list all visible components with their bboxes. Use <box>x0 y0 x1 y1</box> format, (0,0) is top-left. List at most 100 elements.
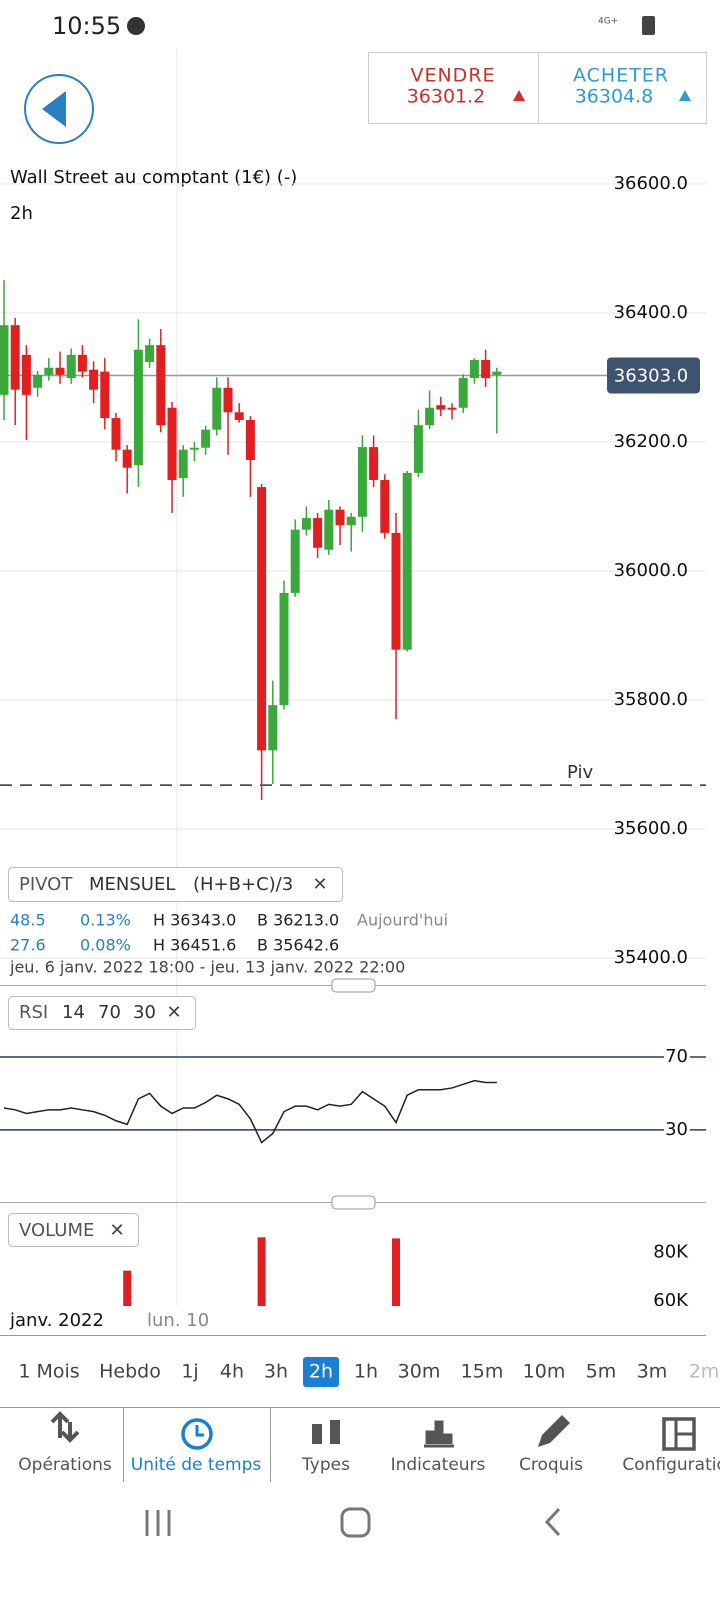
candle-body <box>357 447 367 517</box>
candle-body <box>201 429 211 448</box>
volume-tick-label: 60K <box>653 1290 689 1311</box>
sys-home[interactable] <box>340 1507 371 1538</box>
y-tick-label: 35600.0 <box>614 818 688 839</box>
timeframe-tab[interactable]: Hebdo <box>99 1361 161 1383</box>
candle-body <box>402 472 412 650</box>
battery <box>642 16 655 35</box>
y-tick-label: 36200.0 <box>614 431 688 452</box>
candle-body <box>447 407 457 410</box>
sell-label: VENDRE <box>410 65 495 87</box>
icon-sketch <box>538 1415 570 1447</box>
pivot-value: B 36213.0 <box>257 911 339 930</box>
icon-types <box>312 1424 322 1444</box>
timeframe-bar: 1 Mois Hebdo 1j 4h 3h 2h 1h 30m 15m 10m 5m 3m 2m <box>18 1357 719 1387</box>
nav-item[interactable]: Indicateurs <box>391 1455 486 1475</box>
rsi-param: 30 <box>133 1002 156 1023</box>
pivot-name: PIVOT <box>19 874 73 895</box>
candle-body <box>44 367 54 375</box>
icon-time-hands <box>195 1425 204 1437</box>
bottom-nav: Opérations Unité de temps Types Indicateurs… <box>18 1455 720 1475</box>
drag-handle[interactable] <box>331 1195 376 1210</box>
timeframe-selected[interactable] <box>303 1357 339 1387</box>
buy-button[interactable]: ACHETER 36304.8 <box>538 52 707 124</box>
icon-config <box>674 1419 694 1449</box>
nav-item[interactable]: Croquis <box>519 1455 583 1475</box>
candle-body <box>391 532 401 650</box>
buy-price: 36304.8 <box>575 86 654 108</box>
candle-body <box>77 354 87 372</box>
candle-body <box>234 412 244 420</box>
nav-item[interactable]: Opérations <box>18 1455 112 1475</box>
candle-body <box>167 407 177 480</box>
icon-indicators <box>424 1420 454 1448</box>
volume-panel: 80K 60K <box>123 1237 689 1311</box>
pivot-value: H 36451.6 <box>153 936 236 955</box>
close-icon[interactable]: ✕ <box>109 1220 124 1241</box>
timeframe-tab[interactable]: 1 Mois <box>18 1361 79 1383</box>
timeframe-tab[interactable]: 15m <box>461 1361 504 1383</box>
pivot-range: jeu. 6 janv. 2022 18:00 - jeu. 13 janv. … <box>9 958 405 977</box>
current-price-tag <box>607 357 700 394</box>
candle-body <box>369 447 379 480</box>
volume-bar <box>123 1270 132 1306</box>
candle-body <box>0 325 9 395</box>
status-time: 10:55 <box>52 12 121 40</box>
pivot-value: 27.6 <box>10 936 46 955</box>
x-label: janv. 2022 <box>9 1310 104 1331</box>
timeframe-tab[interactable]: 5m <box>586 1361 617 1383</box>
y-tick-label: 36000.0 <box>614 560 688 581</box>
candle-body <box>21 354 31 395</box>
timeframe-tab[interactable]: 30m <box>398 1361 441 1383</box>
nav-item[interactable]: Unité de temps <box>131 1455 262 1475</box>
sell-button[interactable]: VENDRE 36301.2 <box>368 52 539 124</box>
nav-item[interactable]: Configuration <box>622 1455 720 1475</box>
pivot-legend-box[interactable] <box>8 867 343 902</box>
volume-bar <box>392 1238 400 1306</box>
buy-box[interactable] <box>538 52 707 124</box>
candle-body <box>481 360 491 379</box>
back-arrow[interactable] <box>42 91 66 127</box>
y-tick-label: 36400.0 <box>614 302 688 323</box>
candle-body <box>279 592 289 706</box>
close-icon[interactable]: ✕ <box>166 1002 181 1023</box>
pivot-value: Aujourd'hui <box>357 911 448 930</box>
timeframe-tab[interactable]: 3m <box>637 1361 668 1383</box>
volume-legend-box[interactable] <box>8 1213 139 1247</box>
volume-bar <box>257 1237 266 1306</box>
candle-body <box>324 509 334 550</box>
pivot-value: 0.08% <box>80 936 131 955</box>
sys-back[interactable] <box>544 1507 561 1537</box>
candle-body <box>268 705 278 751</box>
timeframe-tab[interactable]: 1h <box>354 1361 378 1383</box>
sys-recent[interactable] <box>145 1510 171 1536</box>
pivot-value: H 36343.0 <box>153 911 236 930</box>
timeframe-tab[interactable]: 10m <box>523 1361 566 1383</box>
timeframe-tab[interactable]: 4h <box>220 1361 244 1383</box>
pivot-formula: (H+B+C)/3 <box>193 874 293 895</box>
candle-body <box>33 374 43 388</box>
rsi-legend-box[interactable] <box>8 996 196 1030</box>
drag-handle[interactable] <box>331 978 376 993</box>
buy-label: ACHETER <box>573 65 669 87</box>
candle-body <box>425 407 435 426</box>
timeframe-tab[interactable]: 3h <box>264 1361 288 1383</box>
nav-item[interactable]: Types <box>301 1455 350 1475</box>
volume-name: VOLUME <box>19 1220 94 1241</box>
timeframe-tab[interactable]: 1j <box>181 1361 198 1383</box>
sell-box[interactable] <box>368 52 539 124</box>
rsi-line <box>3 1079 497 1144</box>
candle-body <box>346 516 356 526</box>
sell-price: 36301.2 <box>407 86 486 108</box>
candle-body <box>133 349 143 466</box>
candle-body <box>145 345 155 362</box>
pivot-value: 48.5 <box>10 911 46 930</box>
pivot-label: Piv <box>567 762 593 783</box>
sell-arrow <box>513 90 525 101</box>
candle-body <box>89 369 99 390</box>
close-icon[interactable]: ✕ <box>312 874 327 895</box>
rsi-tick-bg <box>664 1046 690 1067</box>
timeframe-tab[interactable]: 2h <box>309 1361 333 1383</box>
back-button[interactable] <box>24 74 94 144</box>
timeframe-tab[interactable]: 2m <box>689 1361 720 1383</box>
icon-operations <box>50 1411 80 1443</box>
